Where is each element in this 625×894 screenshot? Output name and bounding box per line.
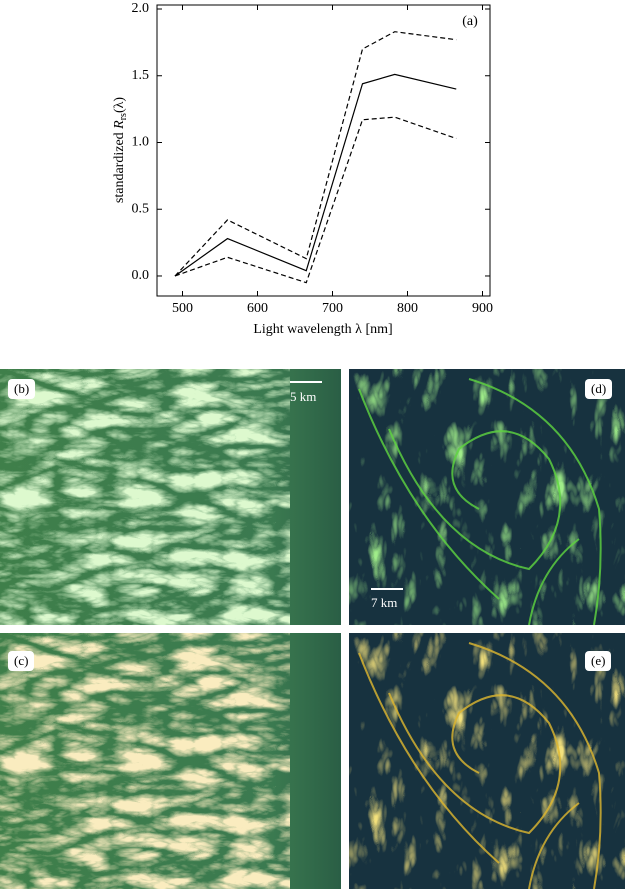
satellite-image [0, 633, 341, 889]
x-tick-label: 500 [172, 301, 193, 316]
panel-label: (e) [585, 651, 612, 671]
y-label-symbol: R [112, 120, 127, 130]
image-panel: (e) [349, 633, 625, 890]
x-tick-label: 700 [322, 301, 343, 316]
scale-bar [290, 381, 322, 383]
scale-bar-label: 5 km [290, 389, 317, 404]
y-tick-label: 2.0 [132, 1, 150, 16]
x-tick-label: 900 [472, 301, 493, 316]
chart: (a) Light wavelength λ [nm] standardized… [112, 1, 493, 337]
y-label-text: standardized [112, 129, 127, 203]
data-line [174, 116, 457, 284]
satellite-image [349, 369, 625, 626]
x-axis-label: Light wavelength λ [nm] [253, 322, 392, 337]
image-panel: (d) 7 km [349, 369, 625, 626]
scale-bar-label: 7 km [371, 595, 398, 610]
y-tick-label: 0.0 [132, 268, 150, 283]
scale-bar [371, 588, 403, 590]
satellite-image [349, 633, 625, 890]
y-label-subscript: rs [118, 113, 129, 120]
panel-label: (b) [8, 379, 36, 399]
y-label-suffix: (λ) [112, 97, 127, 113]
image-panel: (b) 5 km [0, 369, 341, 625]
y-axis-label: standardized Rrs(λ) [112, 97, 129, 203]
y-tick-label: 1.0 [132, 135, 150, 150]
image-panel: (c) [0, 633, 341, 889]
panel-annotation: (a) [462, 14, 478, 29]
x-tick-label: 600 [247, 301, 268, 316]
plot-frame [156, 4, 491, 297]
panel-label: (d) [585, 379, 613, 399]
data-line [174, 73, 457, 277]
panel-label: (c) [8, 651, 35, 671]
x-tick-label: 800 [397, 301, 418, 316]
y-tick-label: 0.5 [132, 201, 150, 216]
satellite-image [0, 369, 341, 625]
y-tick-label: 1.5 [132, 68, 150, 83]
data-line [174, 31, 457, 277]
